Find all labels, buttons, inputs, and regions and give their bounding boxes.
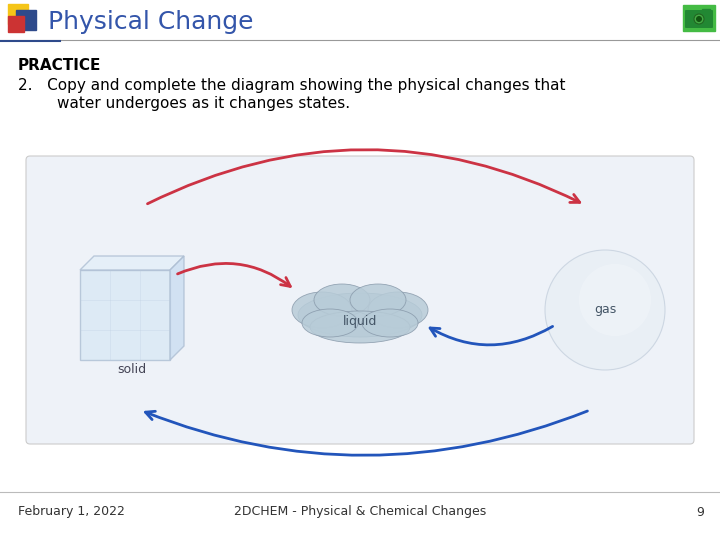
Bar xyxy=(702,9,710,14)
Ellipse shape xyxy=(696,16,702,22)
Text: 2DCHEM - Physical & Chemical Changes: 2DCHEM - Physical & Chemical Changes xyxy=(234,505,486,518)
Ellipse shape xyxy=(579,264,651,336)
Text: PRACTICE: PRACTICE xyxy=(18,58,102,73)
Bar xyxy=(683,5,715,31)
Ellipse shape xyxy=(314,284,370,316)
Polygon shape xyxy=(80,256,184,270)
Ellipse shape xyxy=(298,293,422,337)
Ellipse shape xyxy=(292,292,352,328)
Text: water undergoes as it changes states.: water undergoes as it changes states. xyxy=(18,96,350,111)
Ellipse shape xyxy=(368,292,428,328)
Ellipse shape xyxy=(302,309,358,337)
Ellipse shape xyxy=(310,311,410,343)
Ellipse shape xyxy=(545,250,665,370)
FancyBboxPatch shape xyxy=(685,10,713,28)
Text: 9: 9 xyxy=(696,505,704,518)
Text: February 1, 2022: February 1, 2022 xyxy=(18,505,125,518)
FancyBboxPatch shape xyxy=(26,156,694,444)
Text: gas: gas xyxy=(594,303,616,316)
Ellipse shape xyxy=(362,309,418,337)
Ellipse shape xyxy=(694,14,704,24)
Text: 2.   Copy and complete the diagram showing the physical changes that: 2. Copy and complete the diagram showing… xyxy=(18,78,565,93)
Bar xyxy=(8,16,24,32)
Bar xyxy=(16,10,36,30)
Text: Physical Change: Physical Change xyxy=(48,10,253,34)
Polygon shape xyxy=(170,256,184,360)
Bar xyxy=(8,4,28,24)
Text: solid: solid xyxy=(117,363,147,376)
FancyBboxPatch shape xyxy=(80,270,170,360)
Text: liquid: liquid xyxy=(343,314,377,327)
Ellipse shape xyxy=(350,284,406,316)
